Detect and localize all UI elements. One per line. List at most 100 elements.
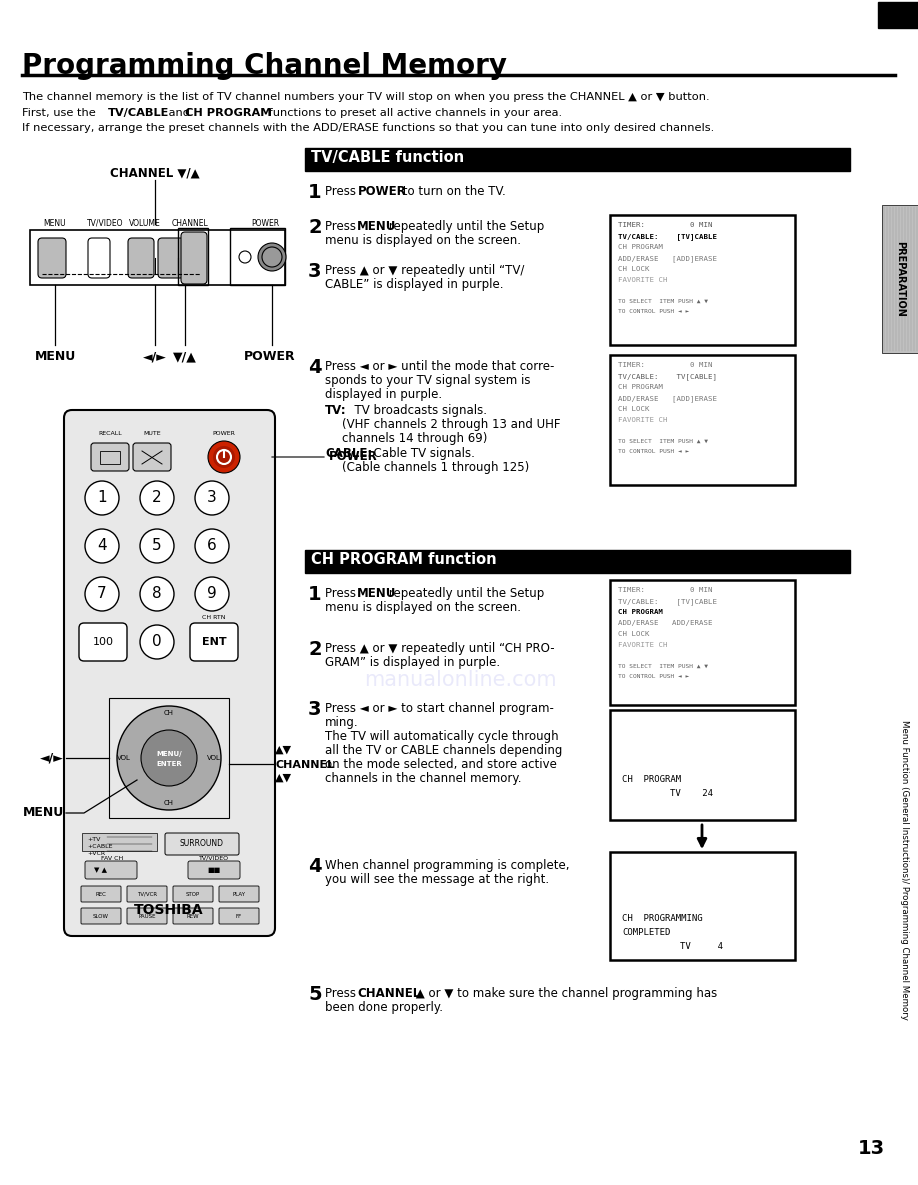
Text: been done properly.: been done properly. [325,1001,443,1014]
FancyBboxPatch shape [219,908,259,924]
FancyBboxPatch shape [128,238,154,278]
Text: ▲▼: ▲▼ [275,745,292,755]
Text: SLOW: SLOW [93,914,109,918]
FancyBboxPatch shape [190,623,238,661]
Bar [305,148,850,171]
Text: TIMER:          0 MIN: TIMER: 0 MIN [618,222,712,228]
Text: sponds to your TV signal system is: sponds to your TV signal system is [325,374,531,387]
Text: CH  PROGRAM: CH PROGRAM [622,775,681,784]
Text: MENU: MENU [23,807,64,820]
Circle shape [258,243,286,271]
FancyBboxPatch shape [127,908,167,924]
Text: GRAM” is displayed in purple.: GRAM” is displayed in purple. [325,656,500,670]
Text: TV broadcasts signals.: TV broadcasts signals. [347,404,487,417]
Text: Programming Channel Memory: Programming Channel Memory [22,52,507,81]
Circle shape [140,624,174,659]
Text: COMPLETED: COMPLETED [622,928,670,937]
FancyBboxPatch shape [88,238,110,278]
Text: 13: 13 [858,1139,885,1158]
Text: 8: 8 [152,587,162,602]
Circle shape [213,446,235,468]
Bar [305,550,850,574]
Text: Press ◄ or ► to start channel program-: Press ◄ or ► to start channel program- [325,702,554,715]
Text: TIMER:          0 MIN: TIMER: 0 MIN [618,361,712,369]
Text: FAVORITE CH: FAVORITE CH [618,642,667,648]
Text: FF: FF [236,914,242,918]
Text: ENT: ENT [202,638,227,647]
Text: VOL: VOL [207,755,221,761]
Bar [82,833,157,851]
Text: repeatedly until the Setup: repeatedly until the Setup [385,587,544,600]
Text: The channel memory is the list of TV channel numbers your TV will stop on when y: The channel memory is the list of TV cha… [22,92,710,102]
Text: CABLE:: CABLE: [325,447,373,460]
Text: MENU: MENU [357,587,397,600]
Text: Press: Press [325,185,360,198]
Text: FAVORITE CH: FAVORITE CH [618,277,667,283]
Circle shape [262,246,282,267]
Text: ENTER: ENTER [156,761,182,767]
FancyBboxPatch shape [81,886,121,902]
Text: 2: 2 [308,218,321,237]
Text: CH PROGRAM: CH PROGRAM [618,244,663,250]
Text: 2: 2 [152,491,162,506]
Text: TO SELECT  ITEM PUSH ▲ ▼: TO SELECT ITEM PUSH ▲ ▼ [618,438,708,444]
Text: CHANNEL: CHANNEL [357,987,420,1000]
Circle shape [208,441,240,473]
Text: CH  PROGRAMMING: CH PROGRAMMING [622,914,702,923]
Text: REC: REC [95,891,106,897]
Text: PREPARATION: PREPARATION [895,241,905,316]
Text: TV/VIDEO: TV/VIDEO [199,856,230,861]
Text: 2: 2 [308,640,321,659]
Text: 4: 4 [97,538,106,553]
Text: 0: 0 [152,634,162,649]
Text: Press: Press [325,220,360,233]
Circle shape [85,577,119,611]
Text: ◄/►: ◄/► [143,350,167,363]
Text: functions to preset all active channels in your area.: functions to preset all active channels … [265,108,562,118]
Circle shape [195,529,229,563]
Bar [109,698,229,818]
Bar [610,579,795,705]
Text: menu is displayed on the screen.: menu is displayed on the screen. [325,233,521,246]
Text: manualonline.com: manualonline.com [364,670,556,690]
FancyBboxPatch shape [188,861,240,879]
Circle shape [195,577,229,611]
Text: CH LOCK: CH LOCK [618,265,650,273]
Text: CH: CH [164,710,174,716]
Text: channels 14 through 69): channels 14 through 69) [342,433,487,446]
Text: on the mode selected, and store active: on the mode selected, and store active [325,758,557,771]
FancyBboxPatch shape [91,443,129,470]
Text: 7: 7 [97,587,106,602]
Bar [230,228,285,286]
Text: 9: 9 [207,587,217,602]
Text: ▼ ▲: ▼ ▲ [94,867,106,873]
Text: ▲▼: ▲▼ [275,773,292,783]
Circle shape [195,481,229,515]
Circle shape [140,529,174,563]
FancyBboxPatch shape [173,908,213,924]
Text: POWER: POWER [251,219,279,228]
Text: First, use the: First, use the [22,108,99,118]
Text: 4: 4 [308,358,321,377]
Text: ◄/►: ◄/► [40,751,64,764]
Text: 5: 5 [152,538,162,553]
Text: TIMER:          0 MIN: TIMER: 0 MIN [618,587,712,592]
Text: CH PROGRAM function: CH PROGRAM function [311,552,497,566]
Text: 5: 5 [308,985,321,1004]
Text: +VCR: +VCR [87,851,106,856]
Text: Press: Press [325,587,360,600]
Text: to turn on the TV.: to turn on the TV. [399,185,506,198]
Text: CH LOCK: CH LOCK [618,406,650,412]
Text: MENU: MENU [357,220,397,233]
Text: CH PROGRAM: CH PROGRAM [618,609,663,615]
Bar [882,205,918,353]
FancyBboxPatch shape [64,410,275,936]
Text: ADD/ERASE   [ADD]ERASE: ADD/ERASE [ADD]ERASE [618,395,717,402]
Text: menu is displayed on the screen.: menu is displayed on the screen. [325,601,521,614]
Text: TV/VIDEO: TV/VIDEO [86,219,123,228]
Bar [610,214,795,345]
Text: TV/CABLE:    TV[CABLE]: TV/CABLE: TV[CABLE] [618,373,717,379]
Text: Press ◄ or ► until the mode that corre-: Press ◄ or ► until the mode that corre- [325,360,554,373]
Text: VOL: VOL [118,755,131,761]
Text: (VHF channels 2 through 13 and UHF: (VHF channels 2 through 13 and UHF [342,418,561,431]
